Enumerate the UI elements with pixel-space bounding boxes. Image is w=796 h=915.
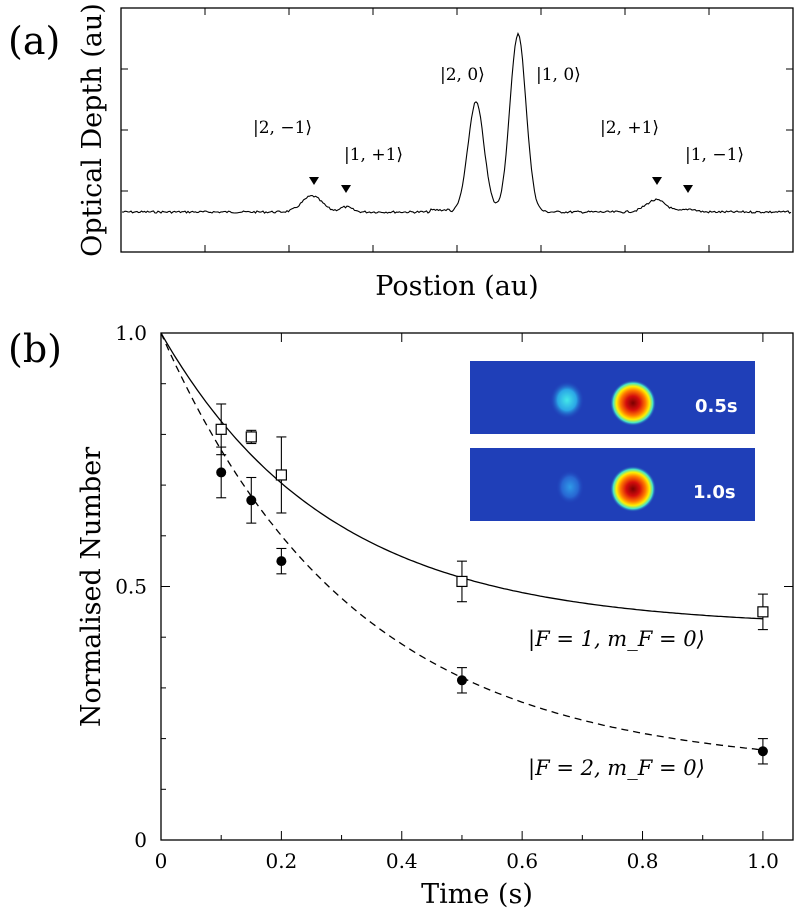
cloud-f1 (610, 380, 656, 426)
x-tick-label: 0.8 (627, 849, 659, 873)
inset-label-1.0s: 1.0s (693, 482, 736, 503)
data-point-f2 (216, 467, 227, 478)
peak-marker-icon (652, 177, 662, 185)
panel-b: (b) 0 0.2 0.4 0.6 0.8 1.0 0 0.5 1.0 Time (s) Nor… (8, 321, 794, 910)
series-f1-points (215, 403, 769, 631)
state-label-1-0: |1, 0⟩ (536, 65, 581, 85)
peak-marker-icon (341, 185, 351, 193)
panel-b-tick-labels: 0 0.2 0.4 0.6 0.8 1.0 0 0.5 1.0 (115, 321, 779, 873)
x-tick-label: 0.4 (386, 849, 418, 873)
x-tick-label: 0 (155, 849, 168, 873)
data-point-f2 (276, 556, 287, 567)
state-label-1-plus1: |1, +1⟩ (344, 145, 403, 165)
series-label-f2: |F = 2, m_F = 0⟩ (528, 756, 705, 781)
data-point-f2 (757, 746, 768, 757)
series-f2-points (216, 446, 768, 765)
cloud-f2 (556, 470, 584, 504)
y-tick-label: 0 (134, 828, 147, 852)
panel-a: (a) Postion (au) Optical Depth (au) |2, … (8, 3, 794, 302)
state-label-1-minus1: |1, −1⟩ (685, 145, 744, 165)
series-label-f1: |F = 1, m_F = 0⟩ (528, 627, 705, 652)
inset-label-0.5s: 0.5s (695, 396, 738, 417)
peak-markers (309, 177, 693, 193)
data-point-f1 (245, 431, 257, 443)
panel-a-xlabel: Postion (au) (375, 271, 538, 302)
state-label-2-plus1: |2, +1⟩ (600, 118, 659, 138)
panel-b-ylabel: Normalised Number (76, 447, 107, 727)
data-point-f1 (757, 606, 769, 618)
state-label-2-minus1: |2, −1⟩ (253, 118, 312, 138)
peak-marker-icon (309, 177, 319, 185)
panel-a-frame (120, 7, 794, 253)
peak-marker-icon (683, 185, 693, 193)
data-point-f2 (246, 495, 257, 506)
y-tick-label: 1.0 (115, 321, 147, 345)
x-tick-label: 0.2 (265, 849, 297, 873)
panel-b-ticks (160, 332, 793, 841)
cloud-f2 (550, 381, 584, 419)
panel-a-ticks (121, 8, 793, 252)
inset-image-1.0s: 1.0s (470, 448, 755, 521)
x-tick-label: 1.0 (747, 849, 779, 873)
cloud-f1 (610, 466, 656, 512)
state-label-2-0: |2, 0⟩ (440, 65, 485, 85)
panel-b-xlabel: Time (s) (421, 879, 533, 910)
data-point-f2 (456, 675, 467, 686)
data-point-f1 (215, 423, 227, 435)
panel-a-ylabel: Optical Depth (au) (77, 3, 108, 257)
y-tick-label: 0.5 (115, 575, 147, 599)
data-point-f1 (456, 575, 468, 588)
optical-depth-trace (121, 31, 792, 214)
x-tick-label: 0.6 (506, 849, 538, 873)
inset-image-0.5s: 0.5s (470, 361, 755, 434)
panel-a-label: (a) (8, 19, 60, 63)
panel-b-label: (b) (8, 327, 62, 371)
data-point-f1 (275, 469, 287, 481)
